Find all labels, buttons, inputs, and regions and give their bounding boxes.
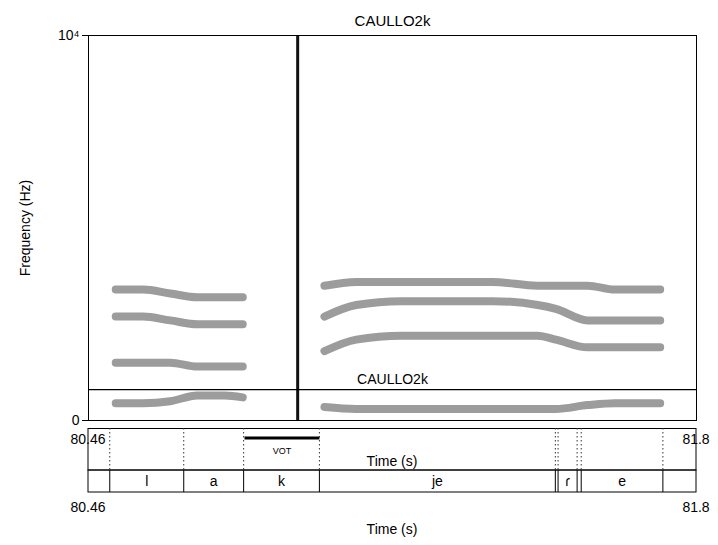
svg-text:Frequency (Hz): Frequency (Hz) xyxy=(17,180,33,276)
svg-text:81.8: 81.8 xyxy=(682,431,709,447)
svg-text:Time (s): Time (s) xyxy=(367,453,418,469)
svg-text:80.46: 80.46 xyxy=(70,431,105,447)
svg-text:k: k xyxy=(278,473,286,489)
svg-text:l: l xyxy=(145,473,148,489)
svg-text:81.8: 81.8 xyxy=(682,499,709,515)
svg-text:ɾ: ɾ xyxy=(565,473,570,489)
svg-text:je: je xyxy=(431,473,443,489)
svg-text:e: e xyxy=(618,473,626,489)
svg-text:0: 0 xyxy=(72,412,80,428)
svg-text:80.46: 80.46 xyxy=(70,499,105,515)
svg-text:10⁴: 10⁴ xyxy=(58,27,80,43)
svg-text:Time (s): Time (s) xyxy=(367,521,418,537)
svg-text:VOT: VOT xyxy=(273,446,292,456)
svg-text:CAULLO2k: CAULLO2k xyxy=(355,12,431,29)
svg-text:a: a xyxy=(210,473,218,489)
svg-text:CAULLO2k: CAULLO2k xyxy=(357,371,429,387)
